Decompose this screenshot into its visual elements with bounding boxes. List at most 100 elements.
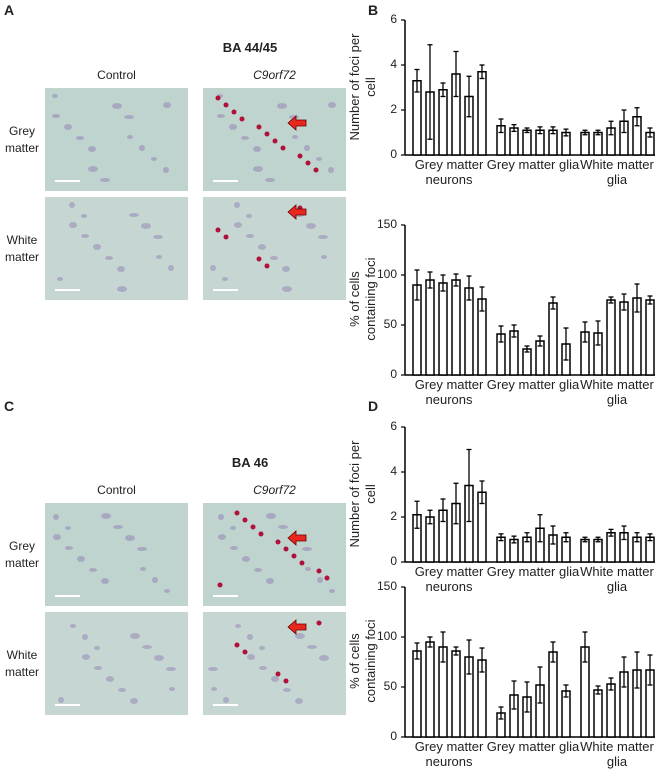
cell: [65, 526, 71, 530]
cell: [137, 547, 147, 551]
cell: [89, 568, 97, 572]
focus: [215, 227, 221, 233]
cell: [57, 277, 63, 281]
cell: [246, 234, 254, 238]
bar: [606, 683, 616, 738]
cell: [65, 546, 73, 550]
cell: [254, 568, 262, 572]
cell: [223, 697, 229, 703]
error-bar: [608, 528, 614, 537]
error-bar: [498, 325, 504, 343]
bar: [522, 348, 532, 376]
cell: [295, 633, 305, 639]
cell: [164, 589, 170, 593]
focus: [316, 620, 322, 626]
cell: [69, 222, 77, 228]
bar: [509, 127, 519, 156]
cell: [152, 577, 158, 583]
cell: [319, 655, 329, 661]
y-axis-label: Number of foci per cell: [347, 440, 378, 547]
focus: [258, 531, 264, 537]
panel-label: C: [4, 398, 15, 414]
y-tick-label: 50: [383, 317, 397, 331]
cell: [229, 124, 237, 130]
x-tick-label: Grey matter neurons: [414, 739, 484, 769]
error-bar: [453, 273, 459, 287]
error-bar: [427, 44, 433, 140]
y-axis-label: % of cells containing foci: [347, 257, 378, 341]
cell: [127, 135, 133, 139]
y-tick-label: 4: [390, 57, 397, 71]
error-bar: [537, 335, 543, 347]
cell: [101, 578, 109, 584]
error-bar: [440, 82, 446, 98]
x-tick-label: White matter glia: [580, 739, 654, 769]
cell: [58, 697, 64, 703]
cell: [295, 698, 303, 704]
x-tick-label: Grey matter neurons: [414, 564, 484, 594]
cell: [69, 202, 75, 208]
focus: [264, 263, 270, 269]
bar: [548, 651, 558, 738]
arrow: [287, 619, 307, 635]
error-bar: [634, 532, 640, 543]
error-bar: [595, 320, 601, 346]
row-label: Grey matter: [4, 124, 39, 155]
error-bar: [582, 321, 588, 343]
cell: [217, 114, 225, 118]
bar: [606, 299, 616, 376]
focus: [275, 539, 281, 545]
y-tick-label: 150: [376, 217, 397, 231]
cell: [259, 646, 265, 650]
error-bar: [479, 286, 485, 312]
error-bar: [427, 509, 433, 525]
error-bar: [537, 126, 543, 135]
error-bar: [427, 636, 433, 648]
error-bar: [440, 631, 446, 663]
micrograph: [203, 197, 346, 300]
micrograph: [45, 197, 188, 300]
focus: [234, 642, 240, 648]
error-bar: [621, 293, 627, 311]
error-bar: [563, 684, 569, 698]
arrow: [287, 115, 307, 131]
error-bar: [608, 296, 614, 304]
bar: [580, 131, 590, 156]
bar: [438, 282, 448, 376]
error-bar: [647, 654, 653, 686]
error-bar: [498, 533, 504, 542]
focus: [324, 575, 330, 581]
error-bar: [634, 651, 640, 689]
cell: [88, 166, 98, 172]
cell: [292, 135, 298, 139]
cell: [277, 103, 287, 109]
cell: [329, 589, 335, 593]
cell: [230, 526, 236, 530]
focus: [250, 524, 256, 530]
error-bar: [537, 514, 543, 543]
cell: [266, 513, 276, 519]
cell: [101, 513, 111, 519]
error-bar: [440, 274, 446, 292]
micrograph: [45, 503, 188, 606]
cell: [235, 624, 241, 628]
cell: [208, 667, 218, 671]
error-bar: [563, 128, 569, 137]
y-axis-label: % of cells containing foci: [347, 619, 378, 703]
cell: [140, 567, 146, 571]
cell: [81, 214, 87, 218]
error-bar: [582, 129, 588, 136]
cell: [76, 136, 84, 140]
cell: [93, 244, 101, 250]
cell: [321, 255, 327, 259]
error-bar: [595, 536, 601, 543]
y-tick-label: 100: [376, 267, 397, 281]
y-tick-label: 150: [376, 579, 397, 593]
cell: [211, 687, 217, 691]
cell: [156, 255, 162, 259]
error-bar: [453, 50, 459, 98]
error-bar: [479, 647, 485, 673]
cell: [151, 157, 157, 161]
